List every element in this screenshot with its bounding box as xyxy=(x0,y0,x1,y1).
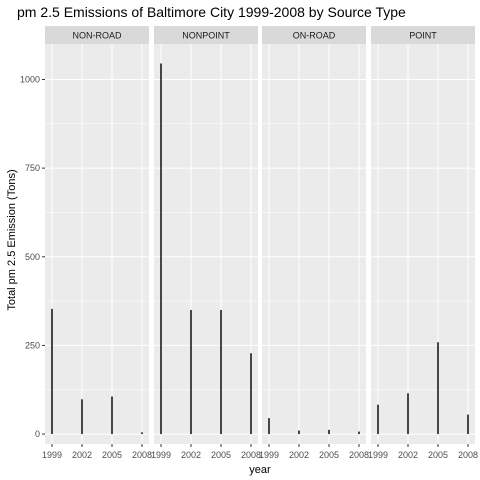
panel-background xyxy=(154,44,258,444)
x-tick-label: 1999 xyxy=(368,450,388,460)
facet-strip-label: NONPOINT xyxy=(182,31,230,41)
x-tick-label: 2005 xyxy=(211,450,231,460)
x-tick-label: 1999 xyxy=(259,450,279,460)
x-tick-label: 2008 xyxy=(241,450,261,460)
facet-panels: NON-ROAD 1999 2002 2005 2008 NONPOINT 1999 2002… xyxy=(20,26,478,460)
x-tick-label: 2002 xyxy=(72,450,92,460)
panel-background xyxy=(262,44,366,444)
x-tick-label: 2008 xyxy=(458,450,478,460)
x-tick-label: 2005 xyxy=(428,450,448,460)
x-tick-label: 2002 xyxy=(398,450,418,460)
x-tick-label: 2005 xyxy=(319,450,339,460)
facet-strip xyxy=(45,26,149,44)
x-tick-label: 2008 xyxy=(132,450,152,460)
x-axis-title: year xyxy=(249,464,271,476)
facet-strip xyxy=(154,26,258,44)
facet-strip-label: NON-ROAD xyxy=(73,31,122,41)
panel-background xyxy=(45,44,149,444)
facet-strip-label: ON-ROAD xyxy=(293,31,336,41)
y-tick-label: 750 xyxy=(25,163,40,173)
facet-strip xyxy=(262,26,366,44)
x-tick-label: 2005 xyxy=(102,450,122,460)
x-tick-label: 2002 xyxy=(289,450,309,460)
x-tick-label: 1999 xyxy=(42,450,62,460)
y-tick-label: 0 xyxy=(35,429,40,439)
y-tick-label: 500 xyxy=(25,252,40,262)
x-tick-label: 2008 xyxy=(349,450,369,460)
y-tick-label: 1000 xyxy=(20,74,40,84)
x-tick-label: 2002 xyxy=(181,450,201,460)
chart-title: pm 2.5 Emissions of Baltimore City 1999-… xyxy=(17,4,406,20)
facet-strip xyxy=(371,26,475,44)
y-axis-title: Total pm 2.5 Emission (Tons) xyxy=(6,169,18,310)
facet-strip-label: POINT xyxy=(409,31,437,41)
x-tick-label: 1999 xyxy=(151,450,171,460)
panel-background xyxy=(371,44,475,444)
y-tick-label: 250 xyxy=(25,340,40,350)
